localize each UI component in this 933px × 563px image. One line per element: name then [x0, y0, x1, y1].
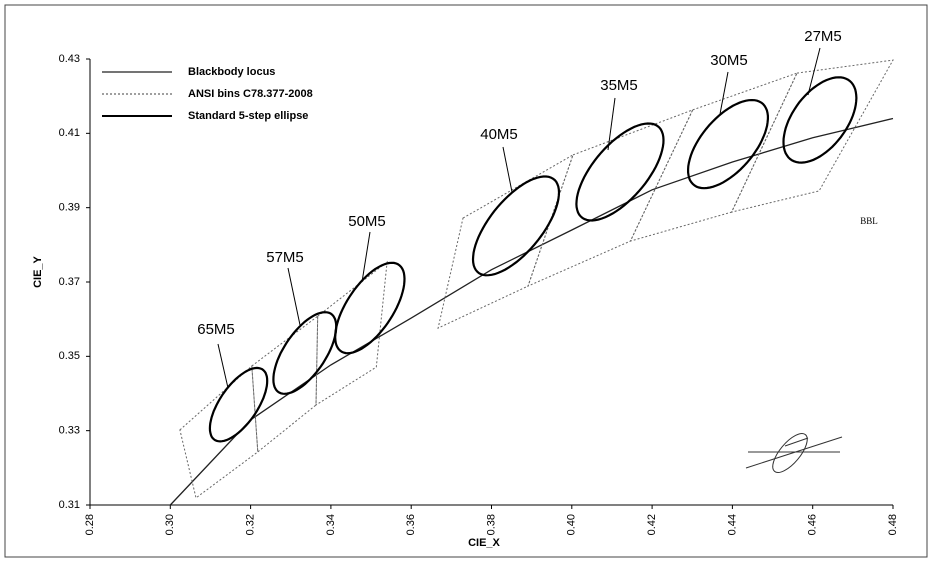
ellipse [334, 261, 406, 355]
ellipse-label: 40M5 [480, 126, 518, 143]
ellipse [782, 76, 858, 164]
x-tick-label: 0.46 [807, 514, 819, 535]
ellipse [575, 122, 665, 222]
y-axis-label: CIE_Y [32, 255, 44, 287]
y-tick-label: 0.41 [59, 127, 80, 139]
x-tick-label: 0.40 [566, 514, 578, 535]
ellipse-label: 35M5 [600, 77, 638, 94]
y-tick-label: 0.31 [59, 499, 80, 511]
ellipse-label: 27M5 [804, 28, 842, 45]
x-tick-label: 0.34 [325, 514, 337, 535]
y-tick-label: 0.35 [59, 350, 80, 362]
ansi-bin [730, 59, 894, 213]
y-tick-label: 0.39 [59, 202, 80, 214]
leader-line [287, 267, 301, 326]
legend-label: Blackbody locus [188, 66, 275, 78]
leader-line [502, 146, 513, 193]
legend-label: Standard 5-step ellipse [188, 110, 308, 122]
frame [4, 4, 928, 558]
leader-line [719, 71, 729, 115]
inset-ellipse [772, 433, 808, 473]
x-tick-label: 0.32 [245, 514, 257, 535]
y-tick-label: 0.37 [59, 276, 80, 288]
ellipse-label: 50M5 [348, 213, 386, 230]
ellipse [471, 175, 561, 277]
ellipse [687, 98, 769, 190]
leader-line [361, 231, 371, 283]
inset-line [784, 437, 809, 447]
x-tick-label: 0.36 [405, 514, 417, 535]
x-tick-label: 0.30 [164, 514, 176, 535]
x-tick-label: 0.48 [887, 514, 899, 535]
leader-line [217, 343, 229, 389]
x-tick-label: 0.28 [84, 514, 96, 535]
leader-line [607, 97, 616, 151]
inset-diagram [745, 433, 843, 473]
x-tick-label: 0.38 [485, 514, 497, 535]
x-tick-label: 0.44 [726, 514, 738, 535]
ellipse [208, 366, 269, 443]
ellipse-label: 30M5 [710, 52, 748, 69]
leader-line [807, 47, 821, 96]
ellipse-label: 57M5 [266, 249, 304, 266]
ellipse-label: 65M5 [197, 321, 235, 338]
ellipse [272, 311, 338, 395]
legend-label: ANSI bins C78.377-2008 [188, 88, 313, 100]
x-tick-label: 0.42 [646, 514, 658, 535]
y-tick-label: 0.43 [59, 53, 80, 65]
annotation: BBL [860, 216, 878, 226]
ansi-bin [315, 260, 388, 406]
x-axis-label: CIE_X [468, 537, 500, 549]
y-tick-label: 0.33 [59, 425, 80, 437]
